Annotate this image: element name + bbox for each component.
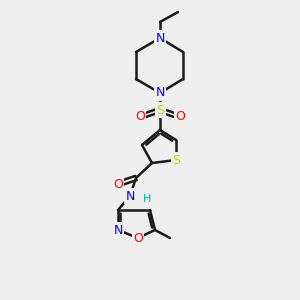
- Text: O: O: [113, 178, 123, 190]
- Text: S: S: [156, 103, 164, 116]
- Text: H: H: [143, 194, 151, 204]
- Text: N: N: [155, 32, 165, 44]
- Text: N: N: [113, 224, 123, 236]
- Text: N: N: [125, 190, 135, 202]
- Text: O: O: [175, 110, 185, 124]
- Text: S: S: [172, 154, 180, 166]
- Text: N: N: [155, 86, 165, 100]
- Text: O: O: [135, 110, 145, 124]
- Text: O: O: [133, 232, 143, 244]
